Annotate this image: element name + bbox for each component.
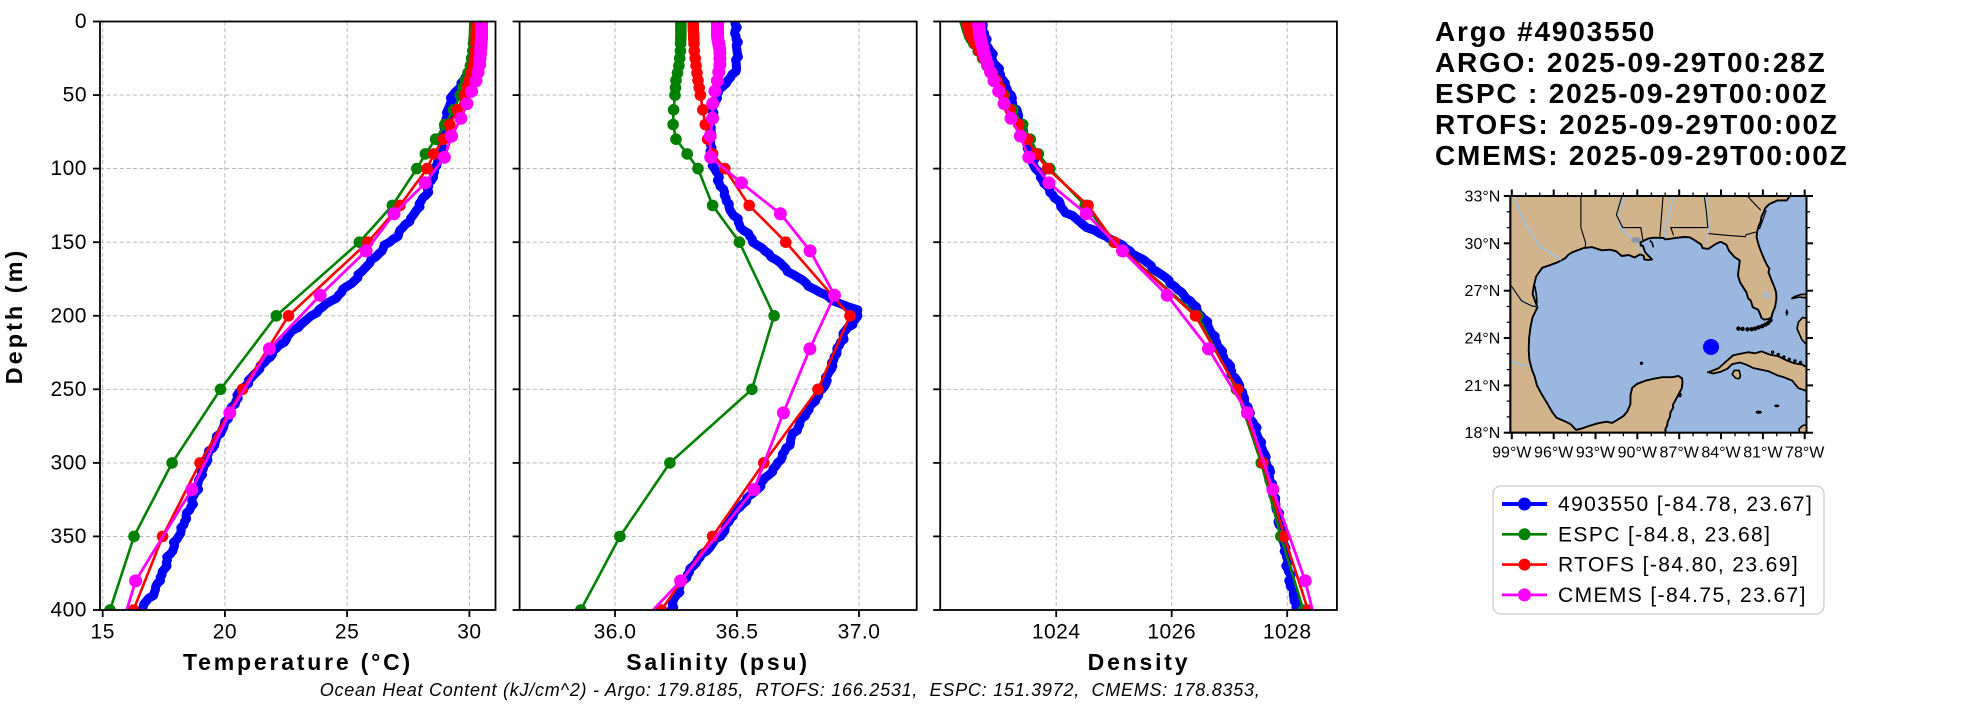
svg-text:Ocean Heat Content (kJ/cm^2) -: Ocean Heat Content (kJ/cm^2) - Argo: 179… [320,680,1267,700]
svg-text:84°W: 84°W [1701,445,1741,462]
svg-text:4903550 [-84.78, 23.67]: 4903550 [-84.78, 23.67] [1558,493,1813,516]
svg-text:96°W: 96°W [1534,445,1574,462]
svg-text:27°N: 27°N [1465,283,1501,300]
svg-text:Density: Density [1088,649,1191,675]
svg-text:250: 250 [50,378,87,401]
svg-text:1024: 1024 [1032,621,1081,644]
svg-text:1026: 1026 [1147,621,1196,644]
svg-text:ESPC : 2025-09-29T00:00Z: ESPC : 2025-09-29T00:00Z [1435,78,1828,109]
svg-text:30: 30 [457,621,481,644]
svg-text:300: 300 [50,452,87,475]
svg-text:350: 350 [50,525,87,548]
svg-text:37.0: 37.0 [838,621,881,644]
svg-text:30°N: 30°N [1465,236,1501,253]
svg-text:Salinity (psu): Salinity (psu) [626,649,810,675]
svg-text:93°W: 93°W [1576,445,1616,462]
svg-text:18°N: 18°N [1465,425,1501,442]
svg-text:200: 200 [50,304,87,327]
svg-text:100: 100 [50,157,87,180]
svg-text:90°W: 90°W [1618,445,1658,462]
svg-text:33°N: 33°N [1465,189,1501,206]
svg-text:ESPC [-84.8, 23.68]: ESPC [-84.8, 23.68] [1558,523,1771,546]
svg-text:24°N: 24°N [1465,331,1501,348]
svg-text:50: 50 [63,84,87,107]
svg-text:1028: 1028 [1263,621,1312,644]
svg-text:25: 25 [335,621,359,644]
svg-text:81°W: 81°W [1743,445,1783,462]
svg-text:78°W: 78°W [1785,445,1825,462]
svg-text:Temperature (°C): Temperature (°C) [183,649,413,675]
svg-text:20: 20 [213,621,237,644]
svg-text:21°N: 21°N [1465,378,1501,395]
svg-text:Depth (m): Depth (m) [1,248,27,385]
svg-text:15: 15 [91,621,115,644]
svg-text:400: 400 [50,599,87,622]
svg-text:Argo #4903550: Argo #4903550 [1435,16,1656,47]
svg-text:ARGO: 2025-09-29T00:28Z: ARGO: 2025-09-29T00:28Z [1435,47,1827,78]
svg-text:150: 150 [50,231,87,254]
svg-text:36.5: 36.5 [716,621,759,644]
svg-text:CMEMS [-84.75, 23.67]: CMEMS [-84.75, 23.67] [1558,584,1807,607]
svg-text:0: 0 [75,10,87,33]
svg-text:87°W: 87°W [1660,445,1700,462]
svg-text:36.0: 36.0 [594,621,637,644]
svg-text:CMEMS: 2025-09-29T00:00Z: CMEMS: 2025-09-29T00:00Z [1435,140,1849,171]
svg-text:99°W: 99°W [1492,445,1532,462]
svg-text:RTOFS [-84.80, 23.69]: RTOFS [-84.80, 23.69] [1558,554,1799,577]
svg-text:RTOFS: 2025-09-29T00:00Z: RTOFS: 2025-09-29T00:00Z [1435,109,1839,140]
